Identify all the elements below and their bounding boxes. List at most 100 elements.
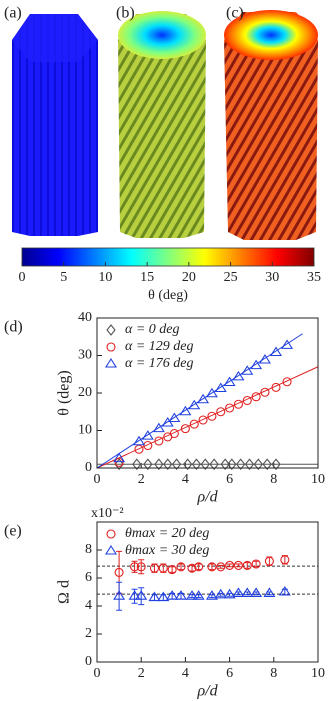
error-bar: [244, 562, 251, 569]
marker: [180, 424, 190, 434]
error-bar: [116, 581, 123, 611]
marker: [106, 529, 116, 539]
marker: [241, 365, 254, 375]
marker: [242, 560, 252, 570]
marker: [141, 430, 154, 440]
marker: [214, 382, 227, 393]
marker: [282, 377, 292, 387]
error-bar: [177, 563, 184, 571]
marker: [262, 458, 272, 471]
y-tick-label: 10: [78, 423, 92, 438]
error-bar: [189, 564, 196, 572]
error-bar: [195, 563, 202, 571]
marker: [179, 405, 192, 416]
marker: [188, 399, 201, 410]
marker: [105, 357, 117, 368]
marker: [225, 403, 235, 413]
marker: [278, 585, 291, 596]
marker: [136, 562, 146, 572]
marker: [205, 590, 218, 600]
marker: [163, 458, 173, 471]
marker: [209, 458, 219, 471]
marker: [182, 458, 193, 471]
marker: [169, 428, 179, 439]
marker: [200, 458, 210, 471]
marker: [148, 591, 161, 602]
marker: [207, 411, 217, 421]
marker: [214, 588, 227, 599]
marker: [264, 556, 274, 566]
marker: [166, 590, 179, 600]
x-tick-label: 25: [224, 270, 238, 285]
render-c: [224, 10, 318, 240]
marker: [233, 399, 243, 409]
x-axis-label: ρ/d: [196, 489, 218, 506]
marker: [130, 562, 140, 572]
marker: [258, 353, 271, 364]
marker: [250, 359, 263, 370]
error-bar: [208, 563, 215, 571]
marker: [132, 435, 145, 446]
marker: [207, 562, 217, 572]
marker: [143, 458, 153, 471]
error-bar: [169, 566, 176, 573]
x-tick-label: 0: [94, 472, 101, 487]
y-tick-label: 4: [85, 598, 92, 613]
marker: [263, 587, 276, 597]
x-tick-label: 35: [307, 270, 321, 285]
marker: [271, 382, 281, 392]
marker: [186, 590, 199, 600]
marker: [154, 458, 164, 471]
marker: [157, 591, 170, 602]
error-bar: [138, 559, 145, 575]
marker: [216, 407, 226, 417]
y-tick-label: 40: [78, 310, 92, 325]
marker: [260, 387, 270, 397]
marker: [205, 387, 218, 398]
marker: [113, 452, 126, 463]
marker: [113, 590, 126, 600]
legend-label: α = 176 deg: [125, 356, 194, 371]
x-tick-label: 5: [60, 270, 67, 285]
x-tick-label: 2: [138, 472, 145, 487]
error-bar: [253, 560, 260, 568]
x-tick-label: 10: [98, 270, 112, 285]
x-tick-label: 0: [19, 270, 26, 285]
y-tick-label: 8: [85, 542, 92, 557]
marker: [223, 588, 236, 599]
marker: [149, 563, 160, 573]
render-a: [12, 14, 98, 236]
error-bar: [235, 563, 242, 568]
marker: [135, 590, 148, 600]
y-tick-label: 6: [85, 570, 92, 585]
y-multiplier: x10⁻²: [91, 506, 124, 521]
y-tick-label: 0: [85, 654, 92, 669]
marker: [106, 342, 116, 352]
marker: [114, 458, 124, 471]
marker: [176, 562, 186, 572]
marker: [154, 436, 164, 446]
marker: [128, 590, 141, 600]
marker: [132, 458, 142, 471]
y-tick-label: 30: [78, 348, 92, 363]
marker: [198, 415, 208, 425]
marker: [187, 563, 197, 573]
marker: [174, 590, 187, 600]
x-tick-label: 20: [182, 270, 196, 285]
panel-label: (e): [4, 523, 22, 540]
marker: [191, 458, 202, 471]
marker: [197, 393, 210, 404]
marker: [167, 565, 177, 575]
x-tick-label: 4: [182, 666, 189, 681]
marker: [270, 346, 283, 357]
marker: [105, 544, 117, 555]
x-tick-label: 10: [311, 472, 325, 487]
x-tick-label: 30: [265, 270, 279, 285]
marker: [216, 562, 226, 572]
marker: [192, 590, 205, 600]
panel-label: (a): [4, 5, 22, 22]
x-tick-label: 0: [94, 666, 101, 681]
panel-label: (b): [116, 5, 135, 22]
marker: [253, 458, 264, 471]
